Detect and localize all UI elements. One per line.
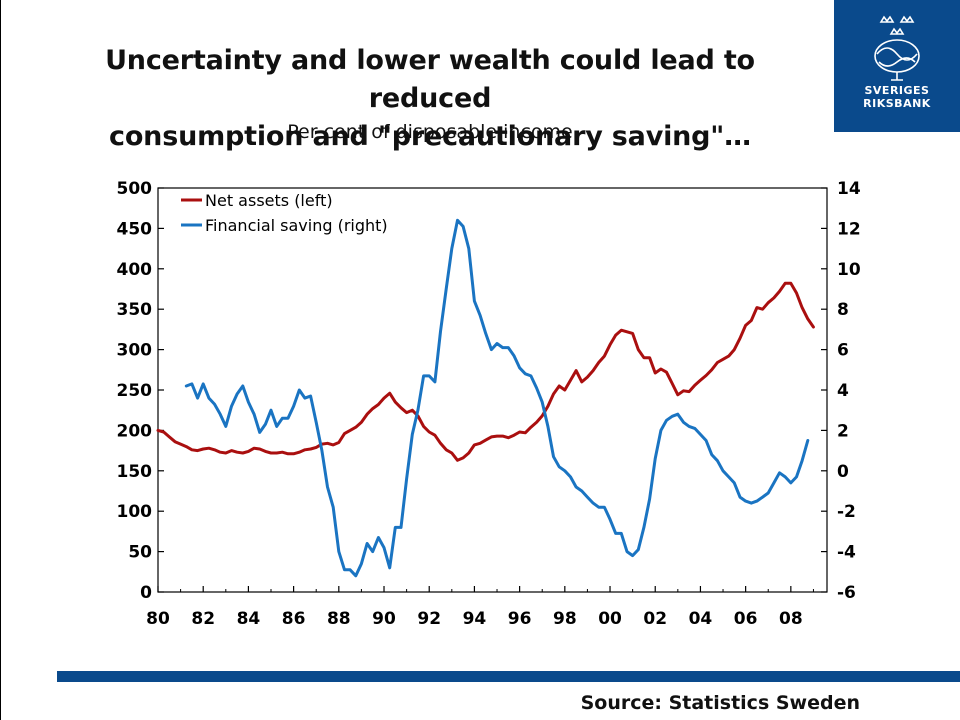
y-left-tick-label: 0 bbox=[140, 583, 152, 603]
x-tick-label: 06 bbox=[734, 609, 758, 629]
title-line1: Uncertainty and lower wealth could lead … bbox=[105, 45, 755, 114]
logo-line1: SVERIGES bbox=[864, 84, 930, 97]
page-title: Uncertainty and lower wealth could lead … bbox=[40, 42, 820, 156]
x-tick-label: 08 bbox=[779, 609, 803, 629]
series-line-net-assets bbox=[156, 281, 815, 462]
riksbank-crest-icon bbox=[874, 15, 920, 81]
x-tick-label: 98 bbox=[553, 609, 577, 629]
y-left-tick-label: 450 bbox=[117, 219, 153, 239]
y-right-tick-label: -2 bbox=[837, 502, 856, 522]
y-left-tick-label: 250 bbox=[117, 381, 153, 401]
x-tick-label: 04 bbox=[689, 609, 713, 629]
x-tick-label: 84 bbox=[237, 609, 261, 629]
source-note: Source: Statistics Sweden bbox=[580, 692, 860, 714]
y-left-tick-label: 350 bbox=[117, 300, 153, 320]
x-tick-label: 88 bbox=[327, 609, 351, 629]
plot-frame bbox=[157, 187, 828, 593]
y-right-tick-label: -6 bbox=[837, 583, 856, 603]
y-left-tick-label: 500 bbox=[117, 179, 153, 199]
y-left-tick-label: 150 bbox=[117, 462, 153, 482]
x-tick-label: 96 bbox=[508, 609, 532, 629]
y-right-tick-label: 8 bbox=[837, 300, 849, 320]
page-subtitle: Per cent of disposable income bbox=[287, 121, 573, 143]
logo-line2: RIKSBANK bbox=[863, 97, 931, 110]
y-right-tick-label: 10 bbox=[837, 260, 861, 280]
y-right-tick-label: 14 bbox=[837, 179, 861, 199]
title-line2: consumption and "precautionary saving"… bbox=[109, 121, 751, 152]
x-tick-label: 92 bbox=[417, 609, 441, 629]
y-right-tick-label: -4 bbox=[837, 543, 856, 563]
y-right-tick-label: 2 bbox=[837, 421, 849, 441]
left-frame-line bbox=[0, 0, 1, 720]
series-line-financial-saving bbox=[184, 218, 810, 578]
x-tick-label: 82 bbox=[191, 609, 215, 629]
y-right-tick-label: 0 bbox=[837, 462, 849, 482]
legend-label-net-assets: Net assets (left) bbox=[205, 191, 333, 210]
x-tick-label: 90 bbox=[372, 609, 396, 629]
legend-label-financial-saving: Financial saving (right) bbox=[205, 216, 388, 235]
riksbank-logo: SVERIGES RIKSBANK bbox=[834, 0, 960, 132]
bottom-bar bbox=[57, 671, 960, 682]
y-left-tick-label: 50 bbox=[128, 543, 152, 563]
x-tick-label: 00 bbox=[598, 609, 622, 629]
y-left-tick-label: 400 bbox=[117, 260, 153, 280]
y-right-tick-label: 6 bbox=[837, 341, 849, 361]
y-left-tick-label: 300 bbox=[117, 341, 153, 361]
x-tick-label: 94 bbox=[463, 609, 487, 629]
legend-box bbox=[176, 189, 384, 234]
x-tick-label: 02 bbox=[643, 609, 667, 629]
y-right-tick-label: 12 bbox=[837, 219, 861, 239]
y-left-tick-label: 100 bbox=[117, 502, 153, 522]
x-tick-label: 80 bbox=[146, 609, 170, 629]
x-tick-label: 86 bbox=[282, 609, 306, 629]
y-right-tick-label: 4 bbox=[837, 381, 849, 401]
y-left-tick-label: 200 bbox=[117, 421, 153, 441]
